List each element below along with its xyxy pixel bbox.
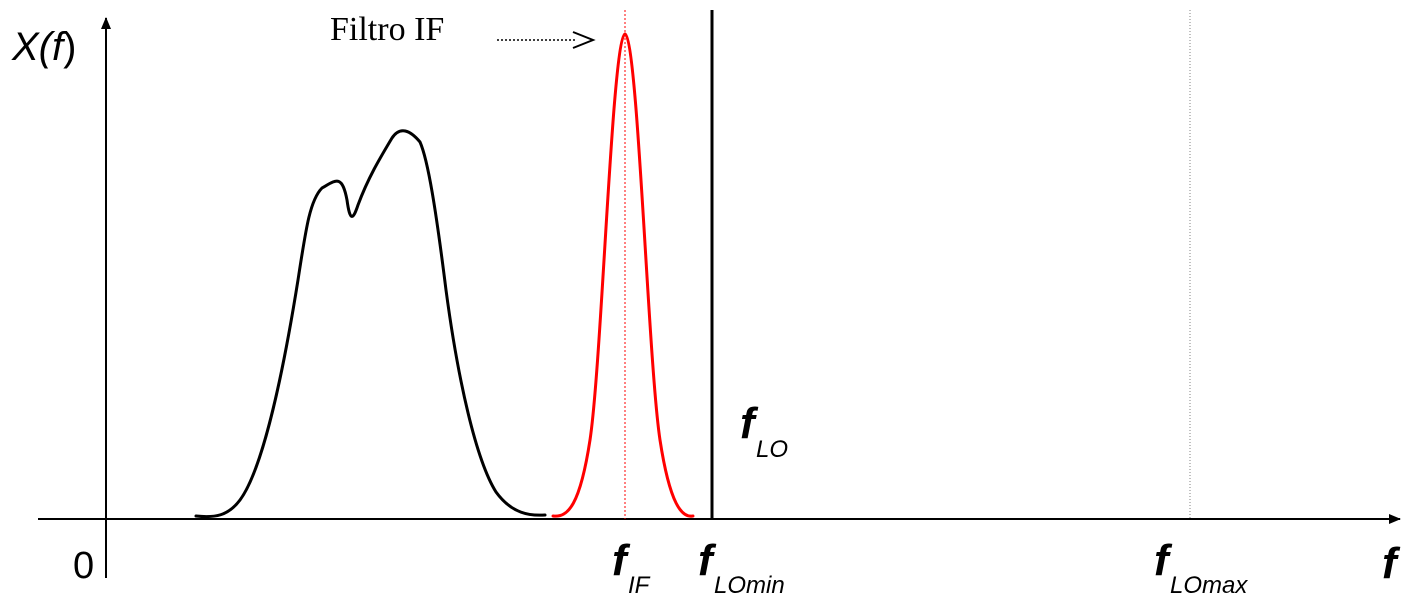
f-if-label: f IF <box>612 536 651 599</box>
f-if-subscript: IF <box>628 572 651 599</box>
filter-arrowhead <box>572 31 596 49</box>
f-lo-subscript: LO <box>756 436 788 463</box>
f-lo-min-subscript: LOmin <box>714 572 785 599</box>
f-lo-max-subscript: LOmax <box>1170 572 1248 599</box>
f-lo-min-label: f LOmin <box>698 536 785 599</box>
y-axis-label-main: X( <box>11 25 56 69</box>
origin-label: 0 <box>73 545 94 587</box>
f-lo-min-symbol: f <box>698 536 717 585</box>
f-lo-symbol: f <box>740 399 759 448</box>
f-lo-label: f LO <box>740 399 788 463</box>
f-lo-max-label: f LOmax <box>1154 536 1248 599</box>
y-axis-label: X(f) <box>11 25 76 69</box>
y-axis-label-close: ) <box>63 25 76 69</box>
signal-spectrum-curve <box>194 129 547 519</box>
if-filter-curve <box>551 32 695 518</box>
filter-label: Filtro IF <box>330 11 444 48</box>
f-lo-max-symbol: f <box>1154 536 1173 585</box>
f-if-symbol: f <box>612 536 631 585</box>
x-axis-label: f <box>1382 539 1401 588</box>
